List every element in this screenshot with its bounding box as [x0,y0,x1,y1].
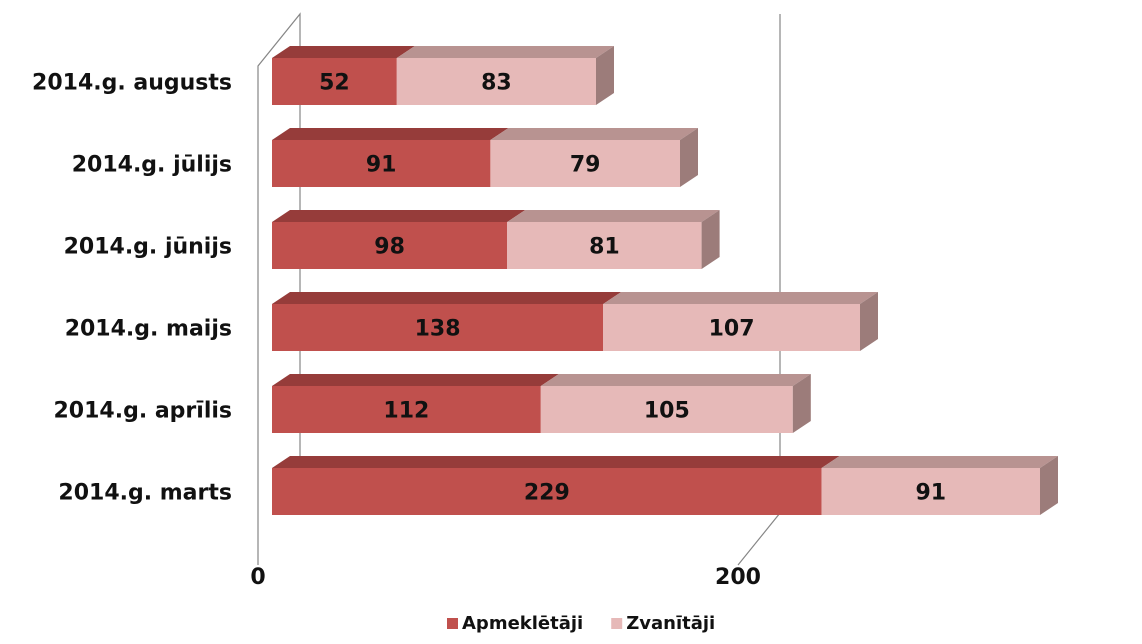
category-labels: 2014.g. marts 2014.g. aprīlis 2014.g. maij… [32,71,232,506]
bar [272,140,491,187]
category-label: 2014.g. aprīlis [53,399,232,424]
data-label: 112 [383,399,429,424]
bar-segment: 229 [272,456,840,515]
legend-label: Apmeklētāji [462,613,583,634]
bar-top-face [821,456,1058,468]
data-label: 98 [374,235,405,260]
legend: Apmeklētāji Zvanītāji [447,613,715,634]
bar-segment: 105 [540,374,811,433]
bar-row: 112 105 [272,374,811,433]
bar [272,222,508,269]
bar [821,468,1040,515]
data-label: 81 [589,235,620,260]
bar-top-face [272,292,622,304]
bar [603,304,860,351]
category-label: 2014.g. jūlijs [72,153,232,178]
data-label: 138 [415,317,461,342]
legend-label: Zvanītāji [626,613,715,634]
tick-label: 0 [250,565,265,590]
bar-row: 98 81 [272,210,720,269]
bar-side-face [792,374,811,433]
data-label: 229 [524,481,570,506]
data-label: 52 [319,71,350,96]
bar-side-face [701,210,720,269]
bar-series-group: 229 91 112 105 138 107 98 81 91 79 52 83 [272,46,1058,515]
bar-side-face [596,46,614,105]
bar [490,140,680,187]
data-label: 83 [481,71,512,96]
bar [272,58,397,105]
bar-segment: 138 [272,292,622,351]
tick-label: 200 [715,565,761,590]
bar-row: 229 91 [272,456,1058,515]
category-label: 2014.g. jūnijs [64,235,232,260]
x-axis-ticks: 0200400 [250,565,761,590]
bar [272,304,604,351]
bar [507,222,702,269]
bar-top-face [396,46,614,58]
category-label: 2014.g. maijs [65,317,232,342]
bar [272,468,822,515]
bar-top-face [272,456,840,468]
bar-top-face [272,46,415,58]
data-label: 107 [709,317,755,342]
bar-top-face [272,210,526,222]
data-label: 91 [366,153,397,178]
bar-row: 138 107 [272,292,878,351]
legend-item: Apmeklētāji [447,613,583,634]
data-label: 79 [570,153,601,178]
bar-row: 91 79 [272,128,698,187]
bar-side-face [1040,456,1058,515]
bar-top-face [507,210,720,222]
legend-swatch [611,618,623,629]
bar-segment: 98 [272,210,526,269]
data-label: 105 [644,399,690,424]
bar-top-face [490,128,698,140]
legend-item: Zvanītāji [611,613,715,634]
bar-top-face [272,374,559,386]
bar-top-face [272,128,509,140]
bar-side-face [680,128,698,187]
bar-segment: 52 [272,46,415,105]
bar-segment: 91 [272,128,509,187]
bar-segment: 91 [821,456,1058,515]
bar-segment: 81 [507,210,720,269]
data-label: 91 [915,481,946,506]
bar-top-face [540,374,811,386]
bar-side-face [860,292,878,351]
bar-segment: 79 [490,128,698,187]
bar-row: 52 83 [272,46,614,105]
bar-segment: 112 [272,374,559,433]
bar [272,386,541,433]
bar-segment: 107 [603,292,878,351]
category-label: 2014.g. augusts [32,71,232,96]
bar [396,58,596,105]
legend-swatch [447,618,458,629]
bar-top-face [603,292,878,304]
category-label: 2014.g. marts [58,481,232,506]
bar-segment: 83 [396,46,614,105]
bar [540,386,793,433]
